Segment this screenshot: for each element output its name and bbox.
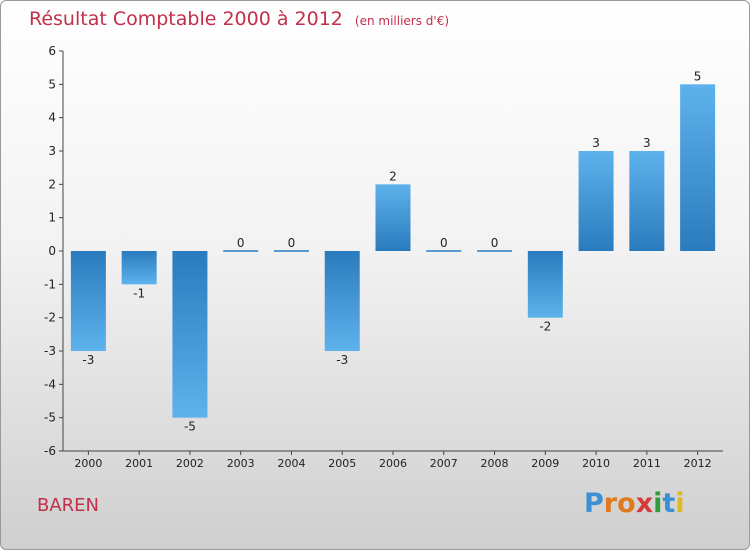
proxiti-logo: Proxiti (584, 488, 685, 519)
y-tick-label: -5 (44, 411, 56, 425)
x-tick-label: 2001 (125, 457, 153, 470)
data-label: -3 (82, 353, 94, 367)
x-tick-label: 2010 (582, 457, 610, 470)
bar (324, 251, 360, 351)
x-tick-label: 2002 (176, 457, 204, 470)
commune-name: BAREN (37, 495, 100, 516)
bar (527, 251, 563, 318)
data-label: 2 (389, 169, 397, 183)
x-tick-label: 2008 (481, 457, 509, 470)
logo-letter: x (635, 488, 654, 519)
y-tick-label: -4 (44, 377, 56, 391)
x-tick-label: 2009 (531, 457, 559, 470)
x-tick-label: 2000 (74, 457, 102, 470)
logo-letter: i (675, 488, 685, 519)
logo-letter: i (653, 488, 663, 519)
x-tick-label: 2004 (277, 457, 305, 470)
logo-letter: r (603, 488, 618, 519)
bar (629, 151, 665, 251)
x-tick-label: 2012 (684, 457, 712, 470)
y-tick-label: -6 (44, 444, 56, 458)
y-tick-label: -3 (44, 344, 56, 358)
y-tick-label: 1 (48, 211, 56, 225)
chart-title: Résultat Comptable 2000 à 2012 (en millie… (29, 8, 449, 30)
bar (121, 251, 157, 285)
y-tick-label: 4 (48, 111, 56, 125)
y-tick-label: -2 (44, 311, 56, 325)
bar (172, 251, 208, 418)
bar (375, 184, 411, 251)
data-label: 0 (440, 236, 448, 250)
data-label: 0 (288, 236, 296, 250)
y-tick-label: 0 (48, 244, 56, 258)
data-label: 0 (491, 236, 499, 250)
data-label: 3 (643, 136, 651, 150)
data-label: -1 (133, 286, 145, 300)
bar (578, 151, 614, 251)
x-tick-label: 2005 (328, 457, 356, 470)
data-label: -2 (539, 320, 551, 334)
y-tick-label: 3 (48, 144, 56, 158)
chart-unit: (en milliers d'€) (354, 14, 450, 28)
y-tick-label: 2 (48, 177, 56, 191)
data-label: 5 (694, 69, 702, 83)
data-label: -5 (184, 420, 196, 434)
y-tick-label: 5 (48, 77, 56, 91)
logo-letter: P (584, 488, 604, 519)
data-label: 3 (592, 136, 600, 150)
data-label: -3 (336, 353, 348, 367)
logo-letter: t (662, 488, 676, 519)
data-label: 0 (237, 236, 245, 250)
bar (680, 84, 716, 251)
y-tick-label: 6 (48, 44, 56, 58)
x-tick-label: 2007 (430, 457, 458, 470)
logo-letter: o (617, 488, 636, 519)
x-tick-label: 2011 (633, 457, 661, 470)
y-tick-label: -1 (44, 277, 56, 291)
x-tick-label: 2006 (379, 457, 407, 470)
bar (70, 251, 106, 351)
x-tick-label: 2003 (227, 457, 255, 470)
chart-title-text: Résultat Comptable 2000 à 2012 (29, 8, 343, 30)
